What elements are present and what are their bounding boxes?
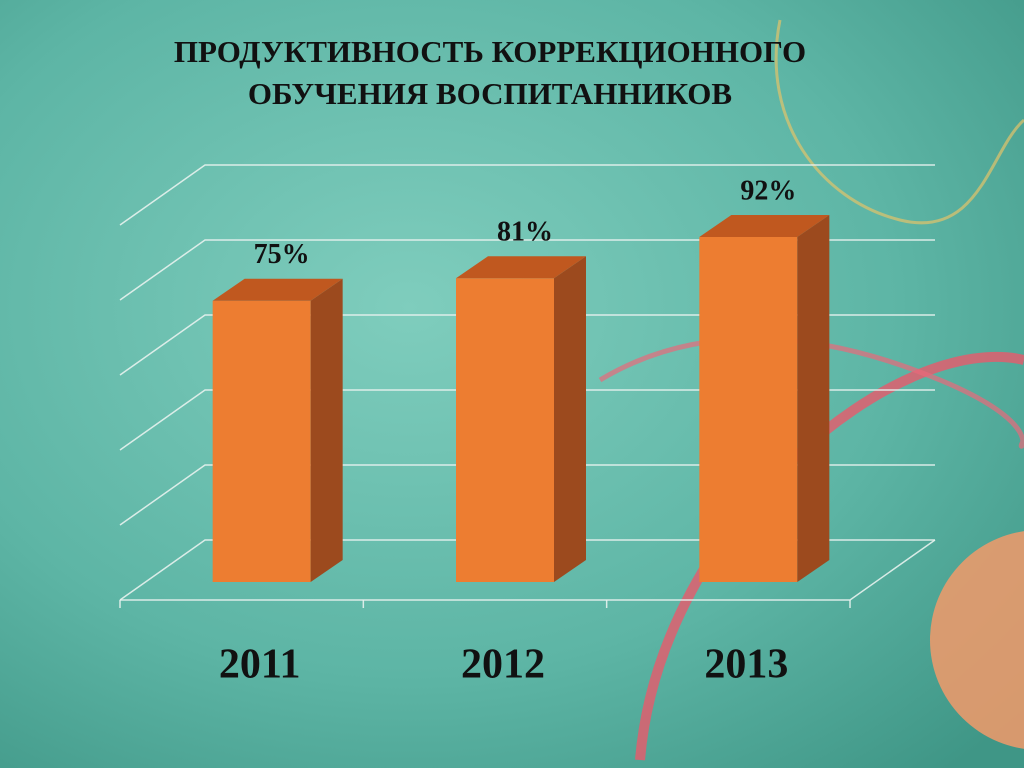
- decor-swirl: [598, 336, 1024, 449]
- grid-line: [119, 164, 935, 226]
- grid-line: [119, 539, 935, 601]
- grid-line: [119, 389, 935, 451]
- chart-title-line: ПРОДУКТИВНОСТЬ КОРРЕКЦИОННОГО: [174, 34, 806, 69]
- bar-side: [310, 278, 343, 582]
- decor-circle: [930, 531, 1024, 749]
- bar: [456, 256, 586, 582]
- bar: [212, 278, 343, 582]
- bar-top: [456, 256, 586, 279]
- decor-swirl: [774, 19, 1024, 225]
- grid-line: [119, 464, 935, 526]
- x-tick-label: 2013: [704, 642, 788, 688]
- bar-side: [554, 256, 586, 582]
- x-tick-label: 2012: [461, 642, 545, 688]
- chart-title-line: ОБУЧЕНИЯ ВОСПИТАННИКОВ: [248, 76, 732, 111]
- bar-front: [456, 278, 554, 582]
- value-label: 81%: [497, 217, 553, 248]
- chart-title: ПРОДУКТИВНОСТЬ КОРРЕКЦИОННОГО ОБУЧЕНИЯ В…: [174, 34, 806, 111]
- value-label: 75%: [254, 239, 310, 270]
- bar-top: [212, 278, 343, 301]
- grid-line: [119, 314, 935, 376]
- bar-front: [699, 237, 798, 582]
- x-tick-label: 2011: [219, 642, 301, 688]
- bar: [699, 215, 830, 582]
- value-label: 92%: [740, 175, 796, 206]
- plot: 2011 75% 2012 81% 2013 92%: [119, 164, 936, 688]
- grid-line: [119, 239, 935, 301]
- bar-side: [797, 215, 830, 582]
- bar-front: [212, 300, 311, 582]
- bar-top: [699, 215, 830, 237]
